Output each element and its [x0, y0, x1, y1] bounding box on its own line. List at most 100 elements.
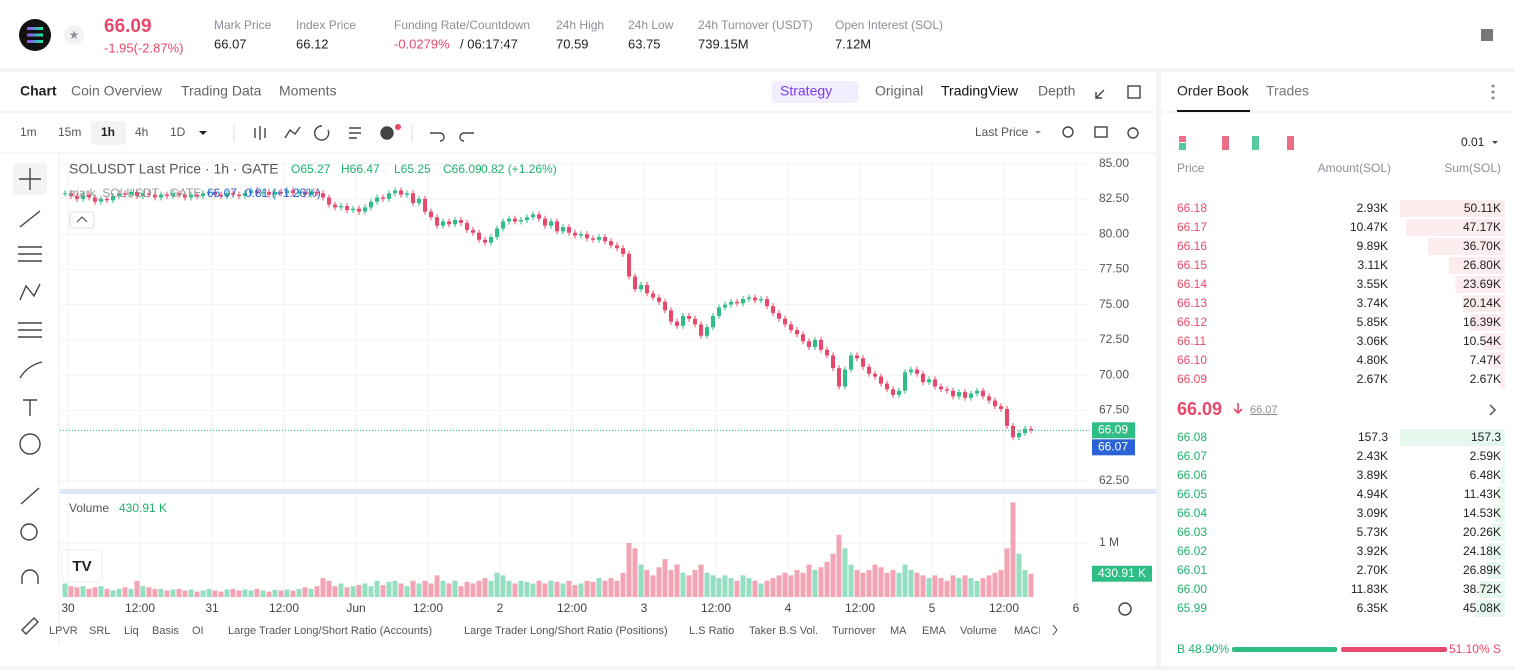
volume-bar	[296, 588, 302, 597]
book-amount: 3.06K	[1357, 334, 1388, 348]
book-price: 66.06	[1177, 468, 1207, 482]
depth-bar	[1462, 295, 1505, 312]
volume-bar	[872, 564, 878, 597]
book-amount: 2.67K	[1357, 372, 1388, 386]
candle	[921, 373, 925, 383]
dropdown[interactable]	[199, 131, 207, 135]
volume-bar	[254, 588, 260, 597]
volume-bar	[158, 588, 164, 597]
volume-bar	[860, 572, 866, 597]
candle	[1005, 409, 1009, 426]
strategy-pill[interactable]	[772, 81, 858, 103]
layout-icon[interactable]	[1481, 29, 1493, 41]
interval: 1h	[101, 125, 115, 139]
collapse-btn[interactable]	[69, 211, 95, 229]
buy-bar	[1232, 647, 1338, 652]
book-sum: 36.70K	[1463, 239, 1501, 253]
x-tick-label: 12:00	[701, 601, 731, 615]
candle	[783, 318, 787, 325]
candle	[735, 301, 739, 304]
menu-dots[interactable]	[1491, 84, 1495, 100]
stat-label: Open Interest (SOL)	[835, 18, 943, 32]
candle	[843, 369, 847, 387]
book-sum: 6.48K	[1470, 468, 1501, 482]
indicator[interactable]: Basis	[152, 625, 179, 637]
indicator[interactable]: LPVR	[49, 625, 78, 637]
volume-bar	[440, 580, 446, 597]
book-icons	[1179, 136, 1259, 150]
indicator[interactable]: EMA	[922, 625, 947, 637]
candle	[561, 227, 565, 232]
book-amount: 3.11K	[1358, 258, 1388, 272]
candle	[363, 207, 367, 212]
candle	[639, 284, 643, 290]
book-price: 66.13	[1177, 296, 1207, 310]
book-amount: 9.89K	[1357, 239, 1388, 253]
candle	[201, 193, 205, 197]
indicator[interactable]: MA	[890, 625, 907, 637]
volume-bar	[824, 561, 830, 597]
candle	[339, 205, 343, 208]
indicator[interactable]: Taker B.S Vol.	[749, 625, 818, 637]
indicator[interactable]: SRL	[89, 625, 110, 637]
candle	[777, 313, 781, 319]
volume-bar	[878, 567, 884, 597]
volume-bar	[914, 572, 920, 597]
indicator[interactable]: Turnover	[832, 625, 876, 637]
volume-bar	[140, 586, 146, 597]
indicator[interactable]: Large Trader Long/Short Ratio (Accounts)	[228, 625, 432, 637]
depth-bar	[1503, 448, 1505, 465]
candle	[927, 379, 931, 383]
candle	[531, 214, 535, 218]
ohlc-label: O65.27	[291, 162, 331, 176]
candle	[327, 197, 331, 205]
volume-bar	[428, 583, 434, 597]
stat-extra: / 06:17:47	[460, 36, 518, 51]
orderbook-panel	[1161, 72, 1515, 666]
book-price: 66.16	[1177, 239, 1207, 253]
candle	[939, 386, 943, 390]
candle	[627, 253, 631, 277]
candle	[471, 229, 475, 233]
view-tab: TradingView	[941, 83, 1019, 99]
buy-ratio: B 48.90%	[1177, 642, 1229, 656]
favorite[interactable]	[64, 25, 84, 45]
volume-bar	[314, 586, 320, 597]
volume-bar	[512, 583, 518, 597]
indicator[interactable]: Liq	[124, 625, 139, 637]
volume-bar	[458, 586, 464, 597]
candle	[855, 355, 859, 359]
chart-panel	[0, 72, 1156, 666]
view-tab: Strategy	[780, 83, 832, 99]
scroll-right[interactable]	[1052, 624, 1058, 636]
candle	[987, 396, 991, 401]
book-price: 66.02	[1177, 544, 1207, 558]
candle	[129, 191, 133, 195]
stat-value: 739.15M	[698, 36, 749, 51]
candle	[603, 236, 607, 242]
volume-bar	[830, 553, 836, 597]
volume-bar	[248, 590, 254, 597]
indicator[interactable]: Volume	[960, 625, 997, 637]
volume-bar	[1022, 569, 1028, 597]
volume-bar	[620, 572, 626, 597]
volume-bar	[422, 580, 428, 597]
book-amount: 4.94K	[1357, 487, 1388, 501]
indicator[interactable]: OI	[192, 625, 204, 637]
volume-bar	[542, 583, 548, 597]
volume-bar	[938, 578, 944, 597]
indicator[interactable]: L.S Ratio	[689, 625, 734, 637]
volume-bar	[734, 580, 740, 597]
collapse-icon	[76, 216, 88, 223]
book-sum: 2.67K	[1470, 372, 1501, 386]
indicator[interactable]: MACD	[1014, 625, 1046, 637]
candle	[1011, 425, 1015, 438]
volume-bar	[644, 569, 650, 597]
volume-bar	[710, 575, 716, 597]
indicator[interactable]: Large Trader Long/Short Ratio (Positions…	[464, 625, 668, 637]
stat-value: -0.0279%	[394, 36, 450, 51]
volume-bar	[86, 588, 92, 597]
header-panel	[0, 0, 1515, 68]
y-tick-label: 72.50	[1099, 332, 1129, 346]
ohlc-label: L65.25	[394, 162, 431, 176]
